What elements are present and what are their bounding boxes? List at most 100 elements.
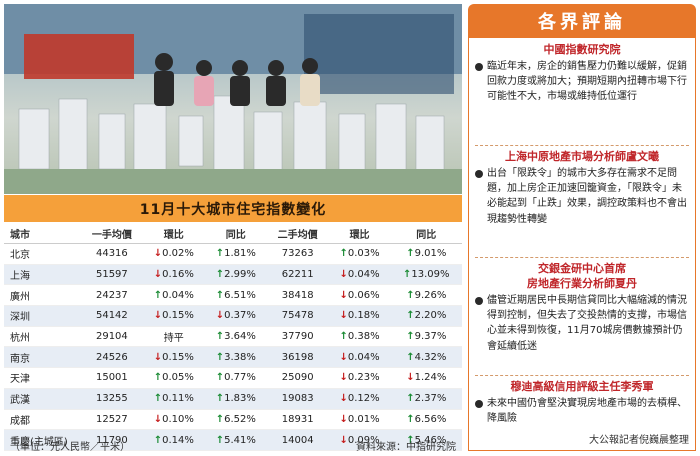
divider [475, 375, 689, 376]
new-mom-cell: ↓0.15% [142, 305, 205, 327]
new-yoy-cell: ↑2.99% [204, 264, 267, 286]
new-yoy-cell-value: 6.51% [224, 289, 256, 301]
table-title: 11月十大城市住宅指數變化 [4, 195, 462, 222]
arrow-down-icon: ↓ [339, 413, 348, 425]
comment-section-4: 穆迪高級信用評級主任李秀軍 未來中國仍會堅決實現房地產市場的去槓桿、降風險 [475, 379, 689, 426]
sec-yoy-cell: ↑13.09% [390, 264, 462, 286]
new-mom-cell-value: 0.14% [162, 434, 194, 446]
comment-section-1: 中國指數研究院 臨近年末，房企的銷售壓力仍難以緩解，促銷回款力度或將加大；預期短… [475, 42, 689, 105]
new-mom-cell-value: 0.11% [162, 393, 194, 405]
sec-yoy-cell-value: 4.32% [414, 351, 447, 363]
arrow-down-icon: ↓ [406, 372, 415, 384]
arrow-down-icon: ↓ [153, 310, 163, 322]
new-mom-cell: ↑0.04% [142, 284, 205, 307]
table-row: 成都 12527 ↓0.10% ↑6.52% 18931 ↓0.01% ↑6.56% [4, 409, 462, 431]
new-mom-cell: ↓0.15% [142, 346, 205, 369]
sec-mom-cell: ↑0.03% [328, 243, 391, 265]
sec-mom-cell-value: 0.06% [347, 289, 380, 301]
new-yoy-cell: ↑5.41% [204, 429, 267, 451]
header-new-price: 一手均價 [81, 224, 143, 244]
new-mom-cell-value: 持平 [163, 333, 184, 345]
bullet-icon [475, 297, 483, 305]
arrow-up-icon: ↑ [215, 248, 225, 260]
city-cell: 南京 [4, 346, 81, 369]
sec-price-cell-value: 14004 [281, 434, 314, 446]
commentary-title: 各界評論 [468, 4, 696, 38]
sales-office-photo [4, 4, 462, 194]
new-price-cell: 15001 [81, 367, 143, 389]
sec-price-cell: 14004 [266, 429, 329, 451]
arrow-up-icon: ↑ [406, 289, 415, 301]
sec-mom-cell: ↓0.04% [328, 346, 391, 369]
city-cell: 深圳 [4, 305, 81, 327]
housing-index-table: 城市 一手均價 環比 同比 二手均價 環比 同比 北京 44316 ↓0.02% ↑1… [4, 224, 462, 451]
new-price-cell-value: 29104 [95, 331, 128, 343]
city-cell-value: 南京 [10, 353, 30, 365]
new-yoy-cell-value: 6.52% [224, 413, 256, 425]
arrow-up-icon: ↑ [153, 372, 163, 384]
sec-price-cell-value: 73263 [281, 248, 314, 260]
city-cell: 杭州 [4, 326, 81, 348]
city-cell: 重慶(主城區) [4, 429, 81, 451]
sec-price-cell-value: 18931 [281, 413, 314, 425]
sec-price-cell-value: 62211 [281, 269, 314, 281]
new-price-cell-value: 15001 [95, 372, 128, 384]
sec-mom-cell: ↓0.23% [328, 367, 391, 389]
new-yoy-cell-value: 3.38% [224, 351, 256, 363]
header-new-mom: 環比 [142, 224, 205, 244]
sec-price-cell-value: 19083 [281, 393, 314, 405]
bullet-icon [475, 63, 483, 71]
table-row: 杭州 29104 持平 ↑3.64% 37790 ↑0.38% ↑9.37% [4, 326, 462, 348]
sec-price-cell-value: 36198 [281, 351, 314, 363]
table-row: 上海 51597 ↓0.16% ↑2.99% 62211 ↓0.04% ↑13.09% [4, 264, 462, 286]
header-city: 城市 [4, 224, 81, 244]
new-price-cell: 13255 [81, 388, 143, 410]
sec-price-cell: 37790 [266, 326, 329, 348]
arrow-down-icon: ↓ [153, 351, 163, 363]
sec-yoy-cell: ↓1.24% [390, 367, 462, 389]
new-yoy-cell-value: 0.37% [224, 310, 256, 322]
new-mom-cell-value: 0.15% [162, 310, 194, 322]
arrow-up-icon: ↑ [215, 269, 225, 281]
table-header-row: 城市 一手均價 環比 同比 二手均價 環比 同比 [4, 224, 462, 244]
sec-mom-cell-value: 0.04% [347, 351, 380, 363]
new-price-cell-value: 44316 [95, 248, 128, 260]
comment-text: 未來中國仍會堅決實現房地產市場的去槓桿、降風險 [487, 398, 687, 425]
new-price-cell-value: 24237 [95, 289, 128, 301]
arrow-up-icon: ↑ [339, 331, 348, 343]
arrow-up-icon: ↑ [406, 393, 415, 405]
bullet-icon [475, 400, 483, 408]
comment-subheading: 房地產行業分析師夏丹 [527, 277, 637, 290]
arrow-up-icon: ↑ [153, 393, 163, 405]
table-row: 南京 24526 ↓0.15% ↑3.38% 36198 ↓0.04% ↑4.32% [4, 346, 462, 369]
sec-yoy-cell: ↑2.20% [390, 305, 462, 327]
new-mom-cell: 持平 [142, 326, 205, 348]
header-sec-price: 二手均價 [266, 224, 329, 244]
sec-mom-cell: ↓0.04% [328, 264, 391, 286]
new-price-cell: 24526 [81, 346, 143, 369]
sec-price-cell: 25090 [266, 367, 329, 389]
city-cell-value: 深圳 [10, 312, 30, 324]
arrow-up-icon: ↑ [153, 289, 163, 301]
new-yoy-cell: ↓0.37% [204, 305, 267, 327]
new-price-cell: 54142 [81, 305, 143, 327]
new-yoy-cell: ↑6.52% [204, 409, 267, 431]
sec-price-cell: 73263 [266, 243, 329, 265]
sec-yoy-cell: ↑5.46% [390, 429, 462, 451]
arrow-up-icon: ↑ [215, 331, 225, 343]
sec-yoy-cell-value: 9.01% [414, 248, 447, 260]
table-footer: （單位：元人民幣／平米） 資料來源：中指研究院 [4, 438, 462, 453]
sec-mom-cell-value: 0.18% [347, 310, 380, 322]
sec-price-cell: 62211 [266, 264, 329, 286]
city-cell-value: 成都 [10, 415, 30, 427]
sec-price-cell-value: 75478 [281, 310, 314, 322]
sec-mom-cell-value: 0.09% [347, 434, 380, 446]
new-price-cell: 51597 [81, 264, 143, 286]
table-row: 北京 44316 ↓0.02% ↑1.81% 73263 ↑0.03% ↑9.01% [4, 243, 462, 265]
new-yoy-cell: ↑6.51% [204, 284, 267, 307]
arrow-up-icon: ↑ [406, 351, 415, 363]
new-price-cell-value: 51597 [95, 269, 128, 281]
comment-heading: 上海中原地產市場分析師盧文曦 [505, 150, 659, 163]
new-price-cell-value: 11790 [95, 434, 128, 446]
sec-yoy-cell-value: 13.09% [411, 269, 450, 281]
